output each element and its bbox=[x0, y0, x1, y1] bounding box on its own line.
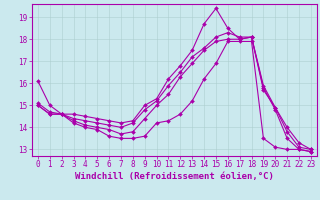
X-axis label: Windchill (Refroidissement éolien,°C): Windchill (Refroidissement éolien,°C) bbox=[75, 172, 274, 181]
